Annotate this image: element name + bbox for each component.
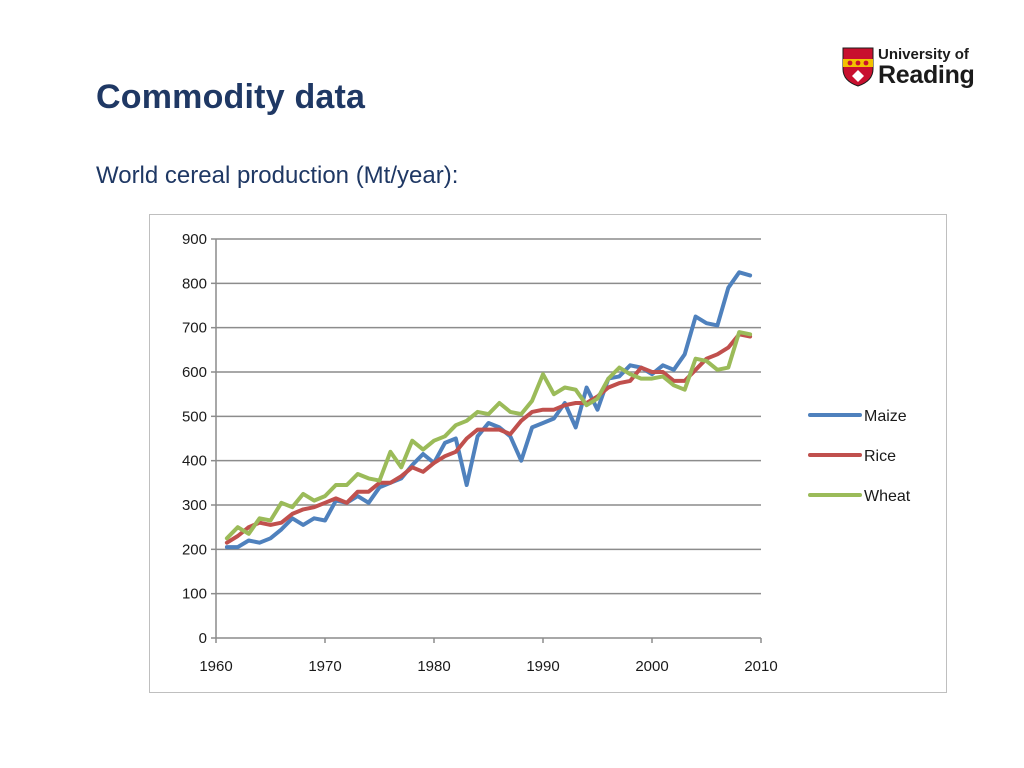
y-tick-label: 900 bbox=[182, 231, 207, 248]
series-line-rice bbox=[224, 332, 753, 545]
cereal-production-chart: 0 100 200 300 400 500 600 700 800 900 1960 1970 1980… bbox=[182, 231, 911, 675]
y-tick-label: 800 bbox=[182, 275, 207, 292]
x-tick-label: 1970 bbox=[308, 658, 341, 675]
legend-label-rice: Rice bbox=[864, 448, 896, 465]
y-tick-label: 600 bbox=[182, 364, 207, 381]
y-tick-label: 0 bbox=[199, 630, 207, 647]
y-tick-label: 400 bbox=[182, 453, 207, 470]
logo-line1: University of bbox=[878, 46, 969, 63]
university-logo: University of Reading bbox=[840, 45, 980, 95]
y-tick-label: 300 bbox=[182, 497, 207, 514]
chart-frame: 0 100 200 300 400 500 600 700 800 900 1960 1970 1980… bbox=[149, 214, 947, 693]
legend-label-maize: Maize bbox=[864, 408, 907, 425]
x-tick-label: 1990 bbox=[526, 658, 559, 675]
university-shield-icon bbox=[842, 47, 874, 87]
x-tick-label: 1960 bbox=[199, 658, 232, 675]
series-line-maize bbox=[224, 270, 753, 550]
x-tick-label: 1980 bbox=[417, 658, 450, 675]
y-tick-label: 700 bbox=[182, 320, 207, 337]
slide-subtitle: World cereal production (Mt/year): bbox=[96, 162, 459, 189]
y-tick-label: 100 bbox=[182, 586, 207, 603]
y-tick-label: 200 bbox=[182, 541, 207, 558]
logo-line2: Reading bbox=[878, 61, 975, 89]
legend-label-wheat: Wheat bbox=[864, 488, 911, 505]
y-tick-label: 500 bbox=[182, 408, 207, 425]
series-line-wheat bbox=[224, 330, 753, 541]
x-tick-label: 2010 bbox=[744, 658, 777, 675]
x-tick-label: 2000 bbox=[635, 658, 668, 675]
slide-title: Commodity data bbox=[96, 78, 366, 116]
